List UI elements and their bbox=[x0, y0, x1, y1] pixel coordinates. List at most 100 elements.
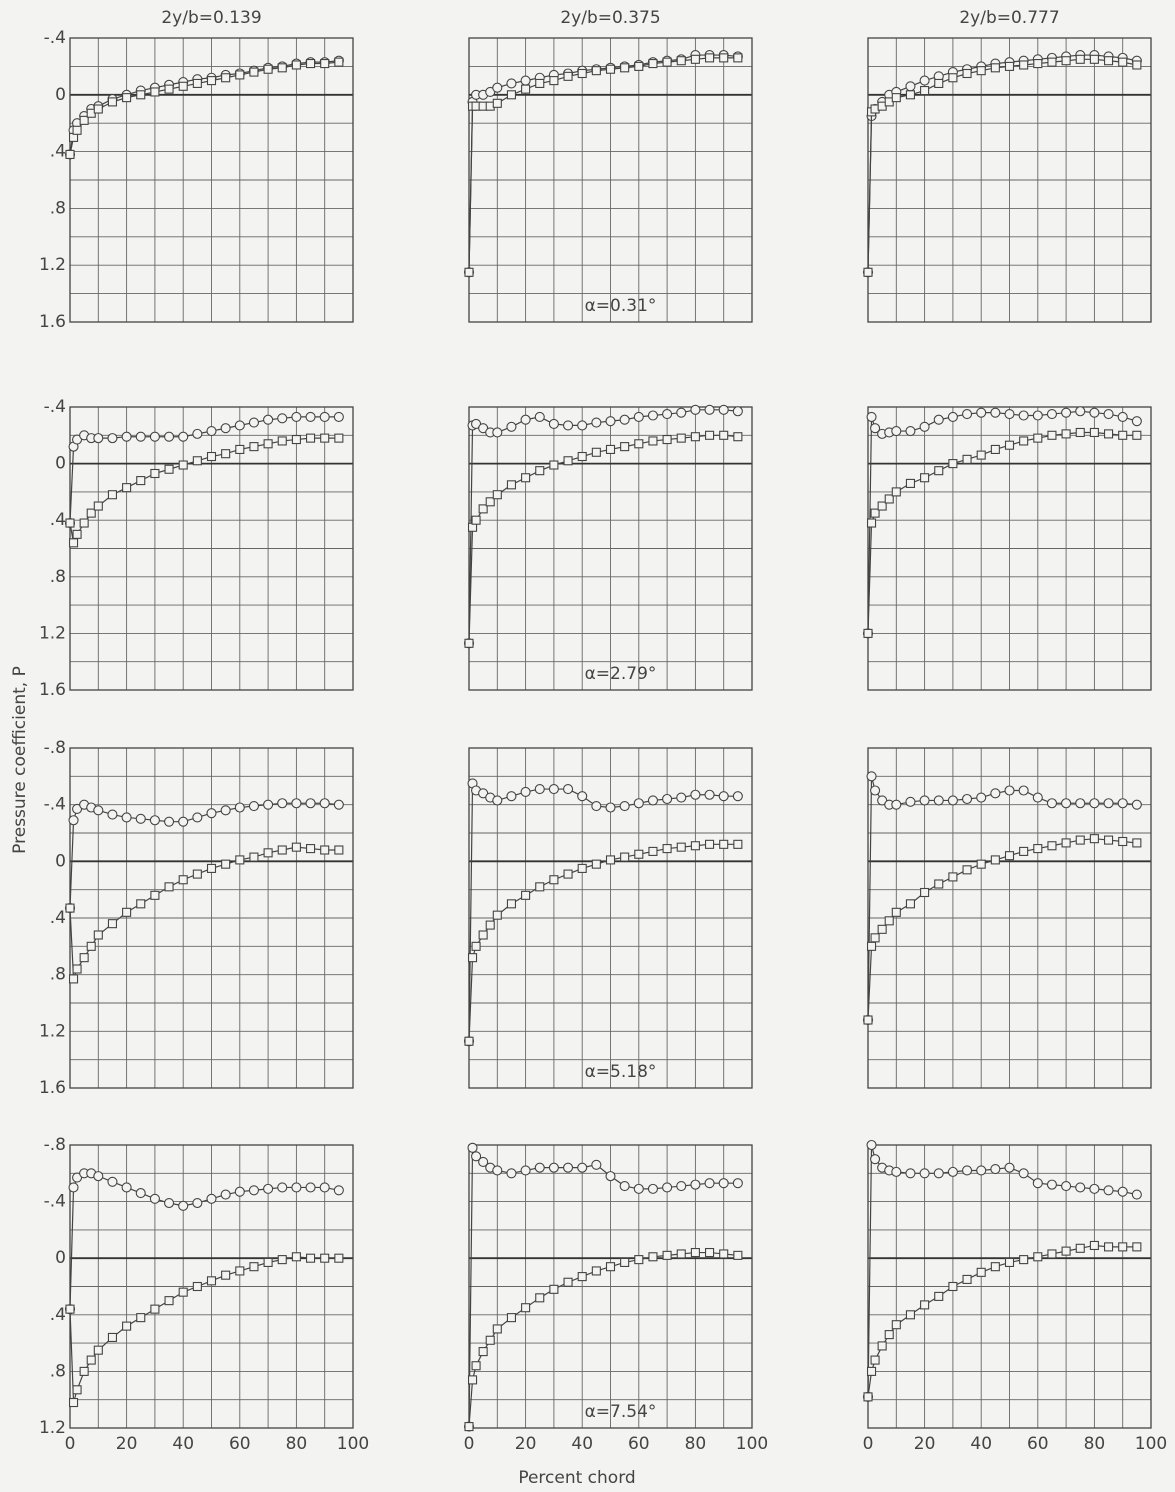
square-marker bbox=[733, 53, 743, 63]
square-marker bbox=[863, 1392, 873, 1402]
square-marker bbox=[535, 78, 545, 88]
circle-marker bbox=[305, 798, 316, 809]
x-tick-label: 40 bbox=[172, 1434, 194, 1454]
square-marker bbox=[221, 73, 231, 83]
square-marker bbox=[263, 439, 273, 449]
circle-marker bbox=[121, 1182, 132, 1193]
circle-marker bbox=[990, 1164, 1001, 1175]
y-tick-label: 0 bbox=[55, 85, 66, 105]
circle-marker bbox=[534, 1162, 545, 1173]
square-marker bbox=[305, 59, 316, 69]
circle-marker bbox=[619, 1180, 630, 1192]
circle-marker bbox=[220, 805, 231, 816]
circle-marker bbox=[277, 413, 288, 424]
y-tick-label: .8 bbox=[50, 965, 66, 985]
circle-marker bbox=[206, 426, 217, 437]
square-marker bbox=[1019, 60, 1029, 70]
circle-marker bbox=[1018, 785, 1029, 796]
y-tick-label: -.4 bbox=[44, 1192, 66, 1212]
square-marker bbox=[962, 865, 972, 875]
square-marker bbox=[478, 1347, 488, 1357]
x-tick-label: 80 bbox=[1084, 1434, 1106, 1454]
square-marker bbox=[1118, 57, 1128, 67]
y-tick-label: 1.6 bbox=[39, 680, 66, 700]
circle-marker bbox=[704, 1178, 715, 1189]
square-marker bbox=[249, 1262, 259, 1272]
plot-frame bbox=[468, 37, 753, 323]
square-marker bbox=[1089, 834, 1099, 844]
circle-marker bbox=[947, 1166, 958, 1177]
circle-marker bbox=[506, 791, 517, 802]
square-marker bbox=[1019, 436, 1029, 446]
circle-marker bbox=[135, 431, 146, 442]
square-marker bbox=[1089, 427, 1099, 438]
square-marker bbox=[920, 473, 930, 483]
square-marker bbox=[305, 844, 316, 854]
square-marker bbox=[136, 1313, 146, 1323]
circle-marker bbox=[1103, 798, 1114, 809]
square-marker bbox=[976, 66, 986, 76]
square-marker bbox=[1132, 60, 1142, 70]
square-marker bbox=[235, 444, 245, 455]
square-marker bbox=[206, 76, 217, 86]
circle-marker bbox=[277, 798, 288, 809]
x-tick-label: 60 bbox=[628, 1434, 650, 1454]
circle-marker bbox=[1075, 1182, 1086, 1193]
circle-marker bbox=[633, 798, 644, 809]
circle-marker bbox=[1032, 410, 1043, 421]
square-marker bbox=[485, 920, 495, 930]
square-marker bbox=[877, 501, 887, 511]
circle-marker bbox=[1018, 410, 1029, 421]
square-marker bbox=[178, 1287, 188, 1297]
circle-marker bbox=[305, 411, 316, 422]
square-marker bbox=[733, 432, 743, 442]
square-marker bbox=[263, 64, 273, 74]
circle-marker bbox=[633, 411, 644, 422]
square-marker bbox=[634, 61, 644, 71]
circle-marker bbox=[562, 784, 574, 795]
square-marker bbox=[1004, 1257, 1015, 1267]
square-marker bbox=[1004, 440, 1015, 450]
y-tick-label: .4 bbox=[50, 908, 66, 928]
square-marker bbox=[920, 1300, 930, 1310]
circle-marker bbox=[1004, 785, 1015, 796]
square-marker bbox=[136, 899, 146, 909]
square-marker bbox=[605, 444, 616, 455]
square-marker bbox=[1033, 1252, 1043, 1262]
square-marker bbox=[249, 67, 259, 77]
y-tick-label: 1.2 bbox=[39, 623, 66, 643]
circle-marker bbox=[633, 1183, 644, 1194]
square-marker bbox=[891, 487, 901, 497]
circle-marker bbox=[662, 409, 673, 420]
circle-marker bbox=[149, 1193, 160, 1204]
square-marker bbox=[1004, 851, 1015, 861]
circle-marker bbox=[234, 1186, 245, 1197]
square-marker bbox=[86, 1355, 96, 1365]
y-tick-label: .4 bbox=[50, 510, 66, 530]
circle-marker bbox=[704, 789, 715, 800]
y-tick-label: -.8 bbox=[44, 1135, 66, 1155]
square-marker bbox=[577, 451, 587, 462]
circle-marker bbox=[520, 1165, 531, 1176]
square-marker bbox=[221, 1270, 231, 1280]
square-marker bbox=[68, 1397, 79, 1408]
square-marker bbox=[72, 125, 82, 135]
circle-marker bbox=[263, 799, 274, 810]
angle-annotation: α=7.54° bbox=[585, 1402, 657, 1422]
square-marker bbox=[948, 459, 958, 469]
square-marker bbox=[464, 1036, 474, 1046]
square-marker bbox=[1075, 1243, 1085, 1253]
circle-marker bbox=[732, 406, 743, 417]
circle-marker bbox=[718, 404, 729, 415]
plot-frame bbox=[468, 1144, 753, 1429]
circle-marker bbox=[234, 420, 245, 431]
circle-marker bbox=[93, 433, 104, 444]
square-marker bbox=[291, 842, 301, 852]
circle-marker bbox=[990, 407, 1001, 418]
square-marker bbox=[1047, 430, 1057, 440]
circle-marker bbox=[919, 795, 930, 806]
square-marker bbox=[291, 434, 301, 445]
square-marker bbox=[976, 450, 986, 460]
y-axis-label: Pressure coefficient, P bbox=[10, 666, 30, 854]
circle-marker bbox=[1075, 798, 1086, 809]
